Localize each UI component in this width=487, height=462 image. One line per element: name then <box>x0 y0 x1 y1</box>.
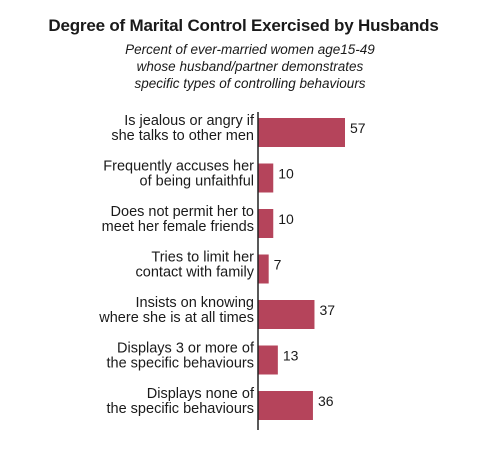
category-label-4-line-0: Insists on knowing <box>136 295 254 311</box>
category-label-2-line-1: meet her female friends <box>102 219 254 235</box>
value-label-5: 13 <box>283 348 299 364</box>
subtitle-line-2: whose husband/partner demonstrates <box>136 59 364 74</box>
category-label-5-line-0: Displays 3 or more of <box>117 341 255 357</box>
category-label-1: Frequently accuses her of being unfaithfu… <box>103 159 254 190</box>
value-label-3: 7 <box>274 257 282 273</box>
category-label-5: Displays 3 or more of the specific behavi… <box>107 341 255 372</box>
value-label-2: 10 <box>278 211 294 227</box>
chart-title: Degree of Marital Control Exercised by H… <box>48 16 439 35</box>
category-label-4-line-1: where she is at all times <box>98 310 254 326</box>
category-label-5-line-1: the specific behaviours <box>107 356 255 372</box>
category-label-6: Displays none of the specific behaviours <box>107 386 255 417</box>
value-label-0: 57 <box>350 120 366 136</box>
category-label-3-line-0: Tries to limit her <box>151 250 254 266</box>
bar-2 <box>258 209 274 238</box>
category-label-0-line-0: Is jealous or angry if <box>124 113 255 129</box>
bar-4 <box>258 300 315 329</box>
bar-6 <box>258 391 313 420</box>
category-label-2-line-0: Does not permit her to <box>111 204 254 220</box>
category-label-1-line-1: of being unfaithful <box>140 174 254 190</box>
subtitle-line-3: specific types of controlling behaviours <box>134 76 366 91</box>
category-label-6-line-1: the specific behaviours <box>107 401 255 417</box>
category-label-6-line-0: Displays none of <box>147 386 255 402</box>
category-label-3-line-1: contact with family <box>136 265 255 281</box>
category-label-3: Tries to limit her contact with family <box>136 250 255 281</box>
value-label-6: 36 <box>318 393 334 409</box>
category-label-4: Insists on knowing where she is at all ti… <box>98 295 254 326</box>
value-label-4: 37 <box>319 302 335 318</box>
bar-3 <box>258 254 269 284</box>
value-label-1: 10 <box>278 166 294 182</box>
subtitle-line-1: Percent of ever-married women age15-49 <box>125 42 375 57</box>
bar-0 <box>258 118 345 147</box>
bar-1 <box>258 163 274 193</box>
bar-5 <box>258 345 278 375</box>
category-label-1-line-0: Frequently accuses her <box>103 159 254 175</box>
category-label-0: Is jealous or angry if she talks to other… <box>111 113 255 144</box>
chart-subtitle: Percent of ever-married women age15-49 w… <box>60 41 440 92</box>
category-label-2: Does not permit her to meet her female fr… <box>102 204 254 235</box>
category-label-0-line-1: she talks to other men <box>111 128 254 144</box>
